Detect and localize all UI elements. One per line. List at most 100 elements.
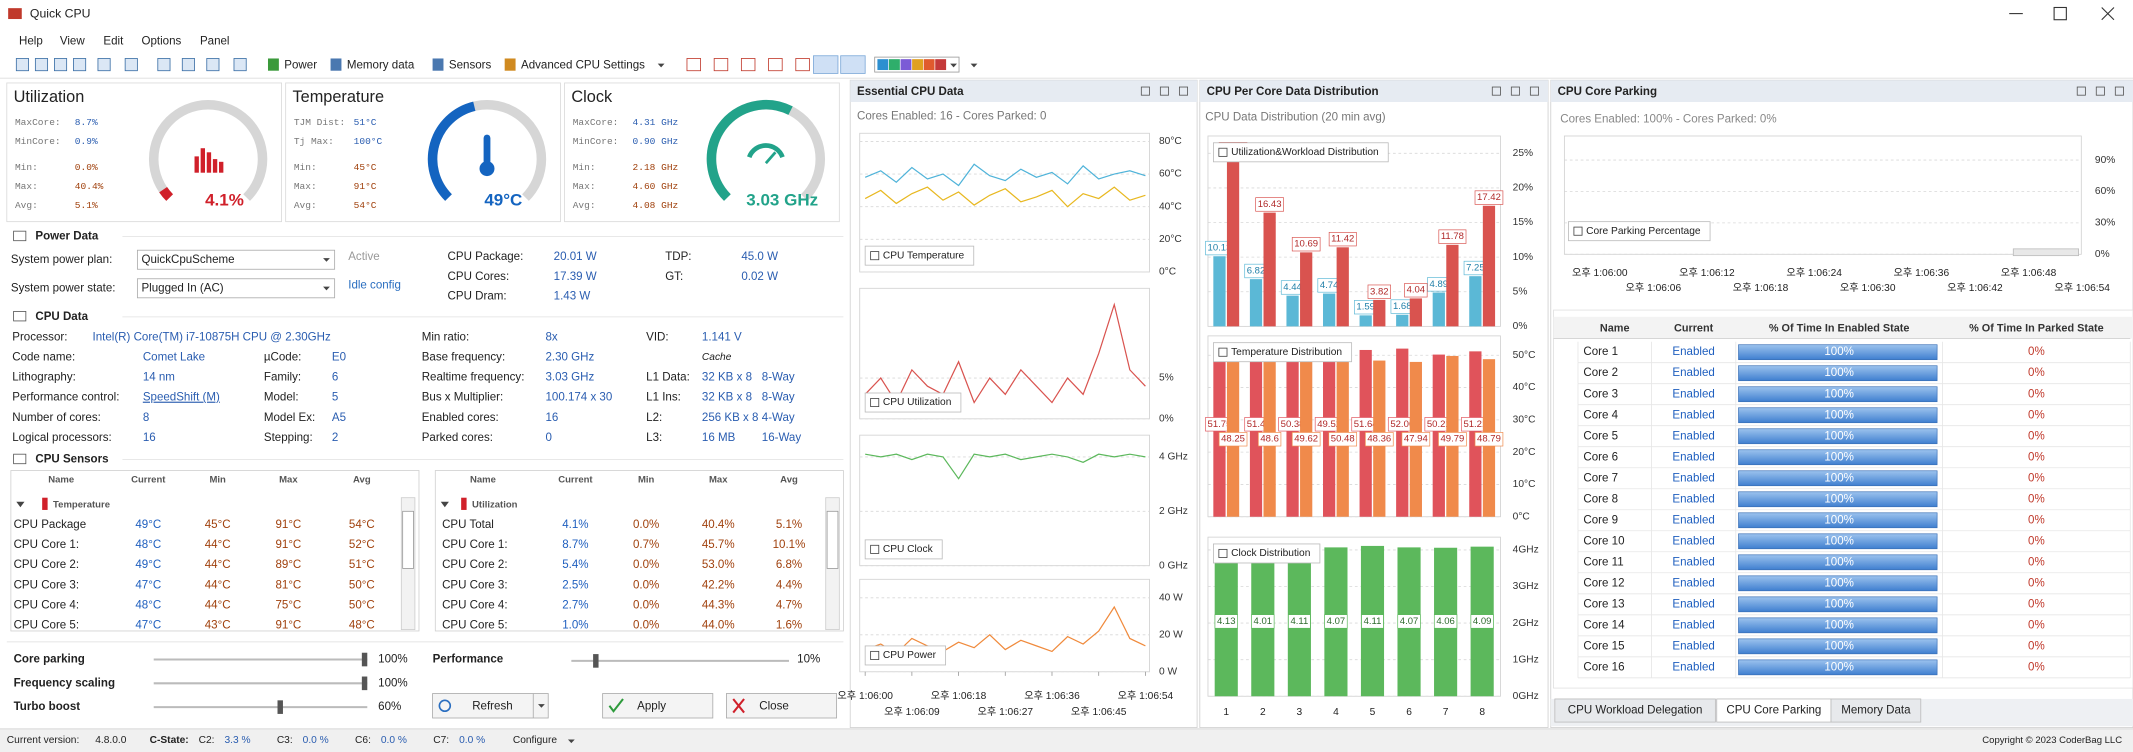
menu-item[interactable]: Panel [200,36,230,48]
toolbar-button[interactable]: Sensors [449,59,492,71]
sensor-name: CPU Core 3: [442,579,507,591]
tab[interactable] [1830,698,1922,723]
slider-thumb[interactable] [593,654,599,668]
gauge-icon [194,156,199,173]
y-tick-label: 60% [2095,186,2115,197]
menu-item[interactable]: Edit [103,36,124,48]
cell: 0% [2028,472,2045,484]
y-tick-label: 0°C [1513,511,1530,522]
bar [1263,212,1276,327]
toolbar-icon[interactable] [713,58,729,72]
chart-label-icon [870,544,880,554]
column-header: Current [558,475,593,486]
sensor-name: CPU Core 4: [442,599,507,611]
slider-thumb[interactable] [361,676,368,691]
panel-title: Essential CPU Data [857,86,964,98]
dropdown-arrow [657,63,665,68]
panel-button[interactable] [1510,86,1520,96]
data-label: 50.48 [1331,434,1355,445]
data-label: 48.79 [1477,434,1501,445]
menu-item[interactable]: Help [19,36,43,48]
button[interactable] [602,693,714,719]
toolbar-icon[interactable] [795,58,810,72]
toolbar-icon[interactable] [97,58,111,72]
toolbar-icon[interactable] [233,58,247,72]
panel-button[interactable] [1491,86,1501,96]
section-icon [13,230,27,242]
y-tick-label: 30°C [1513,415,1536,426]
scroll-thumb[interactable] [826,510,839,569]
scroll-thumb[interactable] [402,510,414,569]
progress-bar [1738,554,1938,571]
panel-button[interactable] [1140,86,1150,96]
x-tick-label: 오후 1:06:54 [1118,690,1174,702]
bar [1213,256,1226,327]
label: Lithography: [12,372,76,384]
tab-label[interactable]: Memory Data [1841,705,1911,717]
label: L1 Ins: [646,392,681,404]
panel-button[interactable] [2114,86,2124,96]
menu-item[interactable]: View [60,36,85,48]
stat-label: MinCore: [15,136,61,147]
window-title: Quick CPU [30,7,91,21]
gauge-reading: 4.1% [205,191,244,210]
panel-button[interactable] [1529,86,1539,96]
x-tick-label: 오후 1:06:00 [837,690,893,702]
toolbar-icon[interactable] [73,58,87,72]
button[interactable] [432,693,549,719]
link[interactable]: Idle config [348,280,401,292]
data-label: 4.09 [1473,616,1492,627]
tab-label[interactable]: CPU Workload Delegation [1568,705,1703,717]
sensor-name: CPU Core 4: [14,599,79,611]
menu-button[interactable]: Configure [513,735,558,746]
section-title: CPU Data [35,311,88,323]
panel-button[interactable] [1178,86,1188,96]
y-tick-label: 20°C [1159,234,1182,245]
menu-item[interactable]: Options [141,36,181,48]
data-label-box [1470,614,1494,629]
sensor-value: 2.5% [562,579,588,591]
button[interactable] [726,693,838,719]
toolbar-icon[interactable] [181,58,195,72]
tab-label[interactable]: CPU Core Parking [1726,705,1821,717]
toolbar-button[interactable]: Memory data [347,59,415,71]
sensor-value: 91°C [275,519,301,531]
progress-bar [1738,596,1938,613]
toolbar-icon[interactable] [740,58,756,72]
table-header [1553,316,2133,339]
toolbar-icon[interactable] [124,58,138,72]
toolbar-icon[interactable] [157,58,171,72]
toolbar-icon[interactable] [686,58,701,72]
toolbar-icon[interactable] [15,58,29,72]
cell: 100% [1824,640,1854,652]
toolbar-icon[interactable] [34,58,49,72]
sensor-name: CPU Core 2: [442,559,507,571]
cell: 100% [1824,451,1854,463]
sensor-value: 47°C [135,620,161,632]
expand-arrow [16,501,25,508]
dropdown-arrow [567,739,575,744]
toolbar-icon[interactable] [768,58,783,72]
toolbar-button[interactable]: Advanced CPU Settings [521,59,645,71]
scrollbar [2012,248,2079,257]
combo-box[interactable] [136,249,336,270]
panel-button[interactable] [1159,86,1169,96]
cell: Core 16 [1583,661,1624,673]
tab[interactable] [1554,698,1716,723]
combo-box[interactable] [136,278,336,299]
chart-label: CPU Power [883,650,937,661]
panel-button[interactable] [2095,86,2105,96]
panel-button[interactable] [2076,86,2086,96]
label: CPU Cores: [448,271,510,283]
toolbar-button[interactable]: Power [284,59,317,71]
sensor-value: 91°C [275,620,301,632]
link[interactable]: SpeedShift (M) [143,392,220,404]
data-label-box [1474,190,1504,205]
x-tick-label: 3 [1297,707,1303,718]
section-title: Power Data [35,231,98,243]
slider-thumb[interactable] [277,700,283,714]
toolbar-icon[interactable] [206,58,220,72]
toolbar-icon[interactable] [54,58,68,72]
slider-thumb[interactable] [361,652,368,667]
